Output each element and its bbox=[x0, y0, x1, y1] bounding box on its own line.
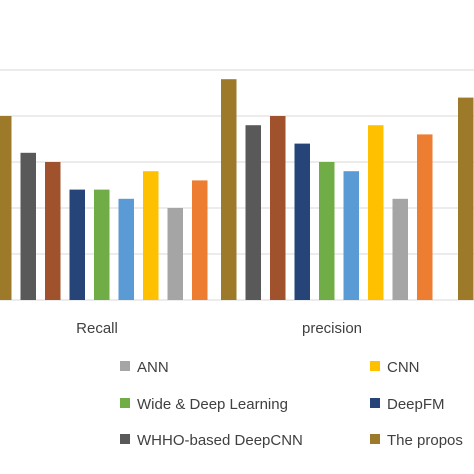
bar bbox=[245, 125, 261, 300]
legend-swatch bbox=[370, 398, 380, 408]
category-labels: Recall precision bbox=[76, 320, 362, 337]
legend-label: ANN bbox=[137, 359, 169, 376]
bar bbox=[458, 97, 474, 300]
bar bbox=[392, 198, 408, 300]
bar bbox=[94, 189, 110, 300]
bar bbox=[417, 134, 433, 300]
legend-label: WHHO-based DeepCNN bbox=[137, 432, 303, 449]
bar bbox=[192, 180, 208, 300]
bar bbox=[0, 116, 12, 300]
category-label: Recall bbox=[76, 320, 118, 337]
bar bbox=[20, 152, 36, 300]
bar bbox=[167, 208, 183, 300]
legend: ANN CNN Wide & Deep Learning DeepFM WHHO-bas… bbox=[120, 359, 463, 449]
legend-swatch bbox=[120, 434, 130, 444]
legend-swatch bbox=[120, 398, 130, 408]
bars bbox=[0, 79, 474, 300]
bar bbox=[143, 171, 159, 300]
legend-label: Wide & Deep Learning bbox=[137, 396, 288, 413]
bar bbox=[45, 162, 61, 300]
bar bbox=[368, 125, 384, 300]
legend-swatch bbox=[370, 361, 380, 371]
bar bbox=[118, 198, 134, 300]
bar bbox=[343, 171, 359, 300]
legend-label: DeepFM bbox=[387, 396, 445, 413]
bar bbox=[270, 116, 286, 300]
legend-label: The propos bbox=[387, 432, 463, 449]
bar bbox=[294, 143, 310, 300]
legend-swatch bbox=[120, 361, 130, 371]
legend-swatch bbox=[370, 434, 380, 444]
bar bbox=[221, 79, 237, 300]
category-label: precision bbox=[302, 320, 362, 337]
legend-label: CNN bbox=[387, 359, 420, 376]
bar bbox=[69, 189, 85, 300]
bar bbox=[319, 162, 335, 300]
